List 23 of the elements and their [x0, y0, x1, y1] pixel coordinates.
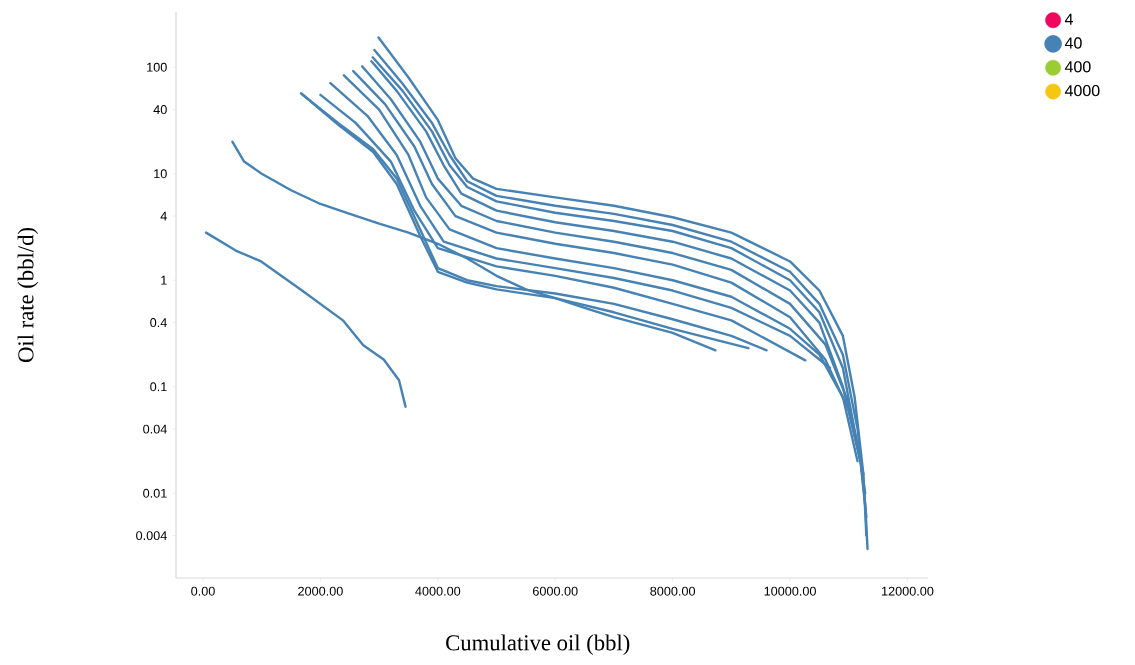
- x-tick-label: 8000.00: [650, 586, 696, 596]
- y-tick-label: 0.1: [150, 382, 167, 392]
- legend-label: 400: [1064, 61, 1091, 73]
- y-tick-label: 1: [161, 275, 167, 285]
- x-tick-label: 2000.00: [298, 586, 343, 596]
- x-axis-title: Cumulative oil (bbl): [446, 634, 630, 656]
- x-tick-label: 6000.00: [532, 586, 578, 596]
- y-tick-label: 0.04: [143, 424, 167, 434]
- x-tick-label: 4000.00: [415, 586, 461, 596]
- y-tick-label: 0.01: [143, 488, 167, 498]
- legend-label: 4: [1064, 13, 1073, 25]
- y-tick-label: 40: [153, 105, 167, 115]
- y-tick-label: 4: [160, 211, 167, 221]
- y-axis-title: Oil rate (bbl/d): [17, 228, 39, 363]
- y-tick-label: 10: [154, 169, 167, 179]
- y-tick-label: 0.004: [136, 531, 167, 541]
- x-tick-label: 10000.00: [764, 586, 816, 596]
- x-tick-label: 12000.00: [882, 586, 934, 596]
- x-tick-label: 0.00: [191, 586, 215, 596]
- legend-label: 4000: [1064, 84, 1100, 97]
- legend-label: 40: [1064, 37, 1082, 49]
- y-tick-label: 0.4: [150, 318, 167, 328]
- y-tick-label: 100: [147, 62, 167, 72]
